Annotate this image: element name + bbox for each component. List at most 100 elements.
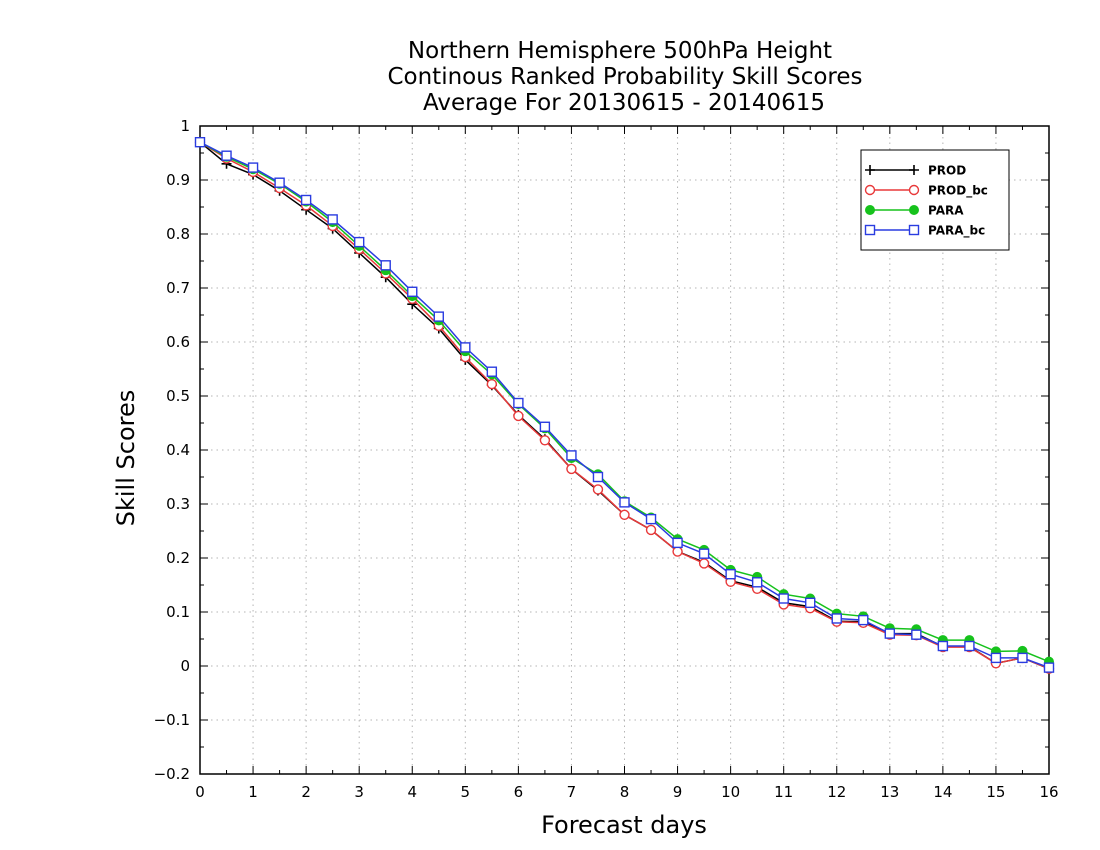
legend-para-bc: PARA_bc [864,224,985,239]
x-tick-label: 10 [721,783,740,801]
y-axis-label: Skill Scores [112,390,140,527]
series-para-bc-point [858,614,869,626]
series-para-bc-point [1043,662,1055,673]
series-para-bc-point [778,593,789,604]
series-prod-bc-point [698,558,710,569]
series-para-bc-point [513,397,524,409]
series-para-bc-point [380,260,391,271]
series-para-bc-point [725,569,736,580]
series-para-bc-point [194,136,206,148]
series-para-bc [194,136,1055,673]
legend-para-bc-label: PARA_bc [928,224,985,239]
series-para-bc-point [539,421,551,432]
x-tick-label: 13 [880,783,899,801]
series-para-bc-point [407,286,418,297]
x-tick-label: 7 [567,783,577,801]
y-tick-label: 0.9 [166,171,190,189]
legend-prod-marker [909,165,919,175]
series-para-bc-point [964,640,975,652]
series-group [194,136,1055,674]
y-tick-label: 0.1 [166,603,190,621]
x-tick-label: 11 [774,783,793,801]
series-para-bc-point [274,177,285,188]
x-axis-label: Forecast days [541,811,707,839]
y-tick-label: 0.3 [166,495,190,513]
legend: PROD PROD_bc PARA PARA_bc [860,149,1010,251]
series-para-bc-point [433,311,444,322]
series-para-bc-point [566,450,577,461]
series-para-bc-point [221,150,232,161]
series-prod-bc-point [645,524,657,536]
series-para-bc-point [300,194,312,206]
series-prod-bc-point [513,410,524,422]
y-tick-label: 0.8 [166,225,190,243]
series-para-bc-point [247,162,259,173]
legend-para-marker [865,205,875,215]
series-prod-bc-point [539,435,551,446]
x-tick-label: 12 [827,783,846,801]
x-tick-label: 8 [620,783,630,801]
x-tick-label: 9 [673,783,683,801]
series-para-bc-point [831,613,842,624]
y-tick-label: 0 [180,657,190,675]
series-para-bc-point [645,513,657,525]
x-tick-label: 4 [407,783,417,801]
series-para-bc-point [353,236,365,248]
title-line-1: Northern Hemisphere 500hPa Height [408,38,832,64]
series-para-bc-point [592,471,604,483]
legend-prod: PROD [865,164,966,178]
series-para-bc-point [460,342,471,353]
series-para-bc-point [911,629,922,640]
x-tick-label: 14 [933,783,952,801]
legend-prod-marker [865,165,875,175]
legend-para: PARA [865,204,964,218]
legend-prod-bc-marker [864,184,876,196]
series-para-bc-point [884,628,896,639]
series-para-bc-point [805,597,816,609]
legend-para-bc-marker [908,224,920,236]
y-tick-label: −0.1 [154,711,190,729]
x-tick-label: 15 [986,783,1005,801]
chart-title: Northern Hemisphere 500hPa Height Contin… [387,38,862,116]
x-tick-label: 6 [514,783,524,801]
x-tick-label: 5 [461,783,471,801]
series-para-bc-point [990,652,1002,664]
title-line-2: Continous Ranked Probability Skill Score… [387,64,862,90]
y-tick-label: 0.6 [166,333,190,351]
series-para-bc-point [698,548,710,559]
title-line-3: Average For 20130615 - 20140615 [423,90,825,116]
series-para-bc-point [1017,652,1028,664]
x-tick-label: 0 [195,783,205,801]
x-tick-label: 2 [301,783,311,801]
x-tick-label: 16 [1039,783,1058,801]
series-para-bc-point [672,537,683,549]
y-tick-label: 1 [180,117,190,135]
legend-prod-label: PROD [928,164,966,178]
series-para-bc-point [327,214,338,225]
legend-prod-bc-marker [908,184,920,196]
legend-para-marker [909,205,919,215]
x-axis-ticks: 0 1 2 3 4 5 6 7 8 9 10 11 12 13 14 15 16 [195,126,1059,801]
y-tick-label: −0.2 [154,765,190,783]
series-para-bc-point [937,640,949,652]
series-para-bc-point [751,577,763,588]
legend-prod-bc: PROD_bc [864,184,988,199]
series-prod-bc-point [566,463,577,475]
legend-para-label: PARA [928,204,964,218]
y-axis-ticks: −0.2 −0.1 0 0.1 0.2 0.3 0.4 0.5 0.6 0.7 0.8 0.9 1 [154,117,1049,783]
x-tick-label: 3 [354,783,364,801]
series-para-bc-point [619,497,630,508]
y-tick-label: 0.5 [166,387,190,405]
series-para-bc-point [486,366,498,377]
legend-para-bc-marker [864,224,876,236]
y-tick-label: 0.2 [166,549,190,567]
y-tick-label: 0.4 [166,441,190,459]
series-prod-bc-point [486,378,498,390]
series-prod-bc-point [619,509,630,520]
x-tick-label: 1 [248,783,258,801]
legend-prod-bc-label: PROD_bc [928,184,988,199]
series-prod-bc-point [592,484,604,495]
y-tick-label: 0.7 [166,279,190,297]
legend-box [860,149,1010,251]
